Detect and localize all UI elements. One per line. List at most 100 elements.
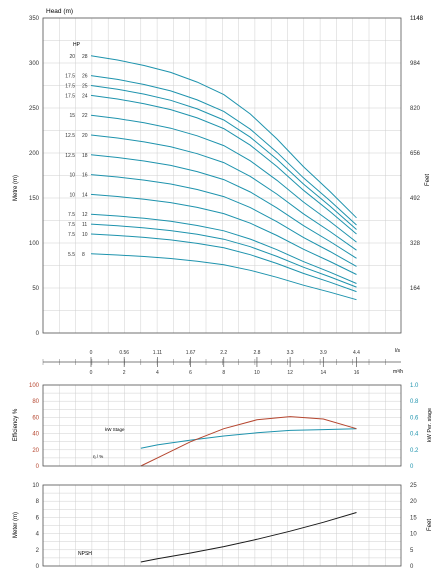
hp-label: 12.5 xyxy=(65,133,75,139)
flow-scale: 0 0 0.56 2 1.11 4 1.67 6 2.2 8 2.8 10 3.3 12 3.9 14 4.4 1… xyxy=(42,348,403,376)
stage-label: 8 xyxy=(82,252,85,258)
flow-ls-tick-label: 1.67 xyxy=(186,350,196,356)
hp-label: 20 xyxy=(69,54,75,60)
head-grid xyxy=(42,17,401,334)
head-y2tick-label: 492 xyxy=(410,196,421,202)
hp-label: 17.5 xyxy=(65,93,75,99)
head-ytick-label: 200 xyxy=(29,151,40,157)
efficiency-ytick-label: 20 xyxy=(32,448,39,454)
head-axes: 0501001502002503003501643284926568209841… xyxy=(29,16,424,337)
hp-label: 17.5 xyxy=(65,84,75,90)
hp-label: 7.5 xyxy=(68,212,75,218)
flow-ls-tick-label: 3.3 xyxy=(287,350,294,356)
stage-label: 24 xyxy=(82,93,88,99)
stage-label: 16 xyxy=(82,173,88,179)
flow-ls-tick-label: 2.2 xyxy=(220,350,227,356)
head-curve-22-stage xyxy=(90,114,357,243)
head-curves xyxy=(90,55,357,301)
hp-label: 7.5 xyxy=(68,222,75,228)
head-curve-14-stage xyxy=(90,193,357,275)
flow-m3h-tick-label: 10 xyxy=(254,370,260,376)
stage-label: 10 xyxy=(82,232,88,238)
stage-label: 20 xyxy=(82,133,88,139)
head-frame xyxy=(42,17,402,334)
head-ylabel-left: Metre (m) xyxy=(13,175,19,201)
head-y2tick-label: 820 xyxy=(410,106,421,112)
kw-stage-label: kW Stage xyxy=(105,427,125,432)
head-ytick-label: 150 xyxy=(29,196,40,202)
npsh-ylabel-right: Feet xyxy=(427,519,433,531)
kw-ytick-label: 0.2 xyxy=(410,448,419,454)
efficiency-chart: 0 20 40 60 80 100 0 0.2 0.4 0.6 0.8 1.0 kW Stage η … xyxy=(13,383,433,470)
npsh-ytick-label: 2 xyxy=(36,548,40,554)
head-ylabel-right: Feet xyxy=(425,174,431,186)
head-y2tick-label: 1148 xyxy=(410,16,424,22)
head-stage-labels: 20 28 17.5 26 17.5 25 17.5 24 15 22 12.5 20 12.5 18 10… xyxy=(65,54,88,258)
flow-units-m3h: m³/h xyxy=(393,369,403,375)
flow-m3h-tick-label: 4 xyxy=(156,370,159,376)
efficiency-ylabel-right: kW Per. stage xyxy=(427,408,433,442)
npsh-ylabel-left: Meter (m) xyxy=(13,512,19,538)
kw-ytick-label: 0.4 xyxy=(410,432,419,438)
head-ytick-label: 350 xyxy=(29,16,40,22)
efficiency-curve xyxy=(140,416,357,467)
hp-label: 7.5 xyxy=(68,232,75,238)
head-ytick-label: 0 xyxy=(36,331,40,337)
npsh-y2tick-label: 15 xyxy=(410,515,417,521)
efficiency-series-label: η / % xyxy=(93,454,103,459)
efficiency-ylabel-left: Efficiency % xyxy=(13,408,19,441)
hp-label: 10 xyxy=(69,192,75,198)
npsh-ytick-label: 0 xyxy=(36,564,40,570)
head-y2tick-label: 328 xyxy=(410,241,421,247)
stage-label: 28 xyxy=(82,54,88,60)
npsh-y2tick-label: 25 xyxy=(410,483,417,489)
head-ytick-label: 300 xyxy=(29,61,40,67)
flow-m3h-tick-label: 8 xyxy=(222,370,225,376)
head-ytick-label: 50 xyxy=(32,286,39,292)
npsh-y2tick-label: 20 xyxy=(410,499,417,505)
npsh-chart: 0 2 4 6 8 10 0 5 10 15 20 25 NPSH Meter (m) Feet xyxy=(13,483,433,570)
kw-ytick-label: 0.8 xyxy=(410,399,419,405)
flow-m3h-tick-label: 16 xyxy=(354,370,360,376)
stage-label: 11 xyxy=(82,222,87,228)
efficiency-ytick-label: 80 xyxy=(32,399,39,405)
head-curve-28-stage xyxy=(90,55,357,219)
head-y2tick-label: 1148 xyxy=(410,16,424,22)
npsh-curve xyxy=(140,512,357,563)
npsh-y2tick-label: 0 xyxy=(410,564,414,570)
head-y2tick-label: 164 xyxy=(410,286,421,292)
flow-ls-tick-label: 2.8 xyxy=(253,350,260,356)
efficiency-ytick-label: 0 xyxy=(36,464,40,470)
head-curve-26-stage xyxy=(90,75,357,226)
flow-units-ls: l/s xyxy=(395,348,401,354)
npsh-ytick-label: 8 xyxy=(36,499,40,505)
head-curve-8-stage xyxy=(90,253,357,301)
efficiency-ytick-label: 100 xyxy=(29,383,40,389)
head-curve-16-stage xyxy=(90,174,357,267)
stage-label: 18 xyxy=(82,153,88,159)
hp-label: 10 xyxy=(69,173,75,179)
flow-m3h-tick-label: 6 xyxy=(189,370,192,376)
hp-label: 12.5 xyxy=(65,153,75,159)
head-y2tick-label: 984 xyxy=(410,61,421,67)
kw-ytick-label: 0.6 xyxy=(410,415,419,421)
flow-m3h-tick-label: 14 xyxy=(321,370,327,376)
head-ytick-label: 250 xyxy=(29,106,40,112)
head-ytick-label: 100 xyxy=(29,241,40,247)
flow-ls-tick-label: 3.9 xyxy=(320,350,327,356)
stage-label: 26 xyxy=(82,74,88,80)
flow-ls-tick-label: 0 xyxy=(90,350,93,356)
npsh-y2tick-label: 10 xyxy=(410,532,417,538)
npsh-y2tick-label: 5 xyxy=(410,548,414,554)
efficiency-frame xyxy=(42,384,402,467)
stage-label: 22 xyxy=(82,113,88,119)
kw-stage-curve xyxy=(140,428,357,449)
head-curve-25-stage xyxy=(90,85,357,230)
stage-label: 25 xyxy=(82,84,88,90)
npsh-frame xyxy=(42,484,402,567)
hp-label: 5.5 xyxy=(68,252,75,258)
head-curve-24-stage xyxy=(90,94,357,235)
flow-m3h-tick-label: 2 xyxy=(123,370,126,376)
head-y2tick-label: 656 xyxy=(410,151,421,157)
